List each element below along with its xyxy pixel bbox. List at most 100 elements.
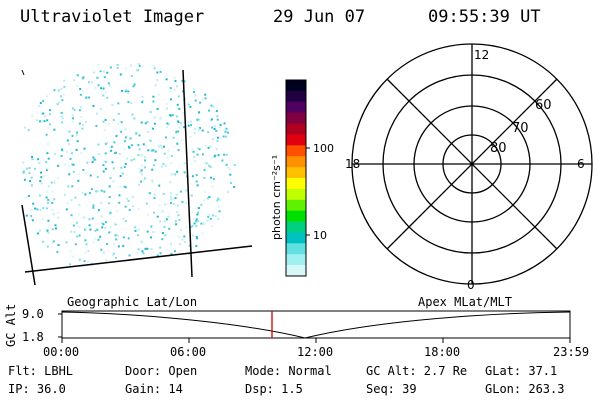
emission-pixel xyxy=(93,71,95,74)
emission-pixel xyxy=(117,245,120,248)
emission-pixel xyxy=(70,230,72,233)
emission-pixel xyxy=(46,201,49,204)
emission-pixel xyxy=(153,116,156,119)
emission-pixel xyxy=(215,129,218,132)
emission-pixel xyxy=(159,246,162,249)
emission-pixel xyxy=(109,231,112,233)
emission-pixel xyxy=(229,173,232,176)
ytick-label-top: 9.0 xyxy=(22,307,44,321)
emission-pixel xyxy=(73,79,76,82)
emission-pixel xyxy=(169,87,172,90)
emission-pixel xyxy=(96,76,99,79)
emission-pixel xyxy=(126,197,129,200)
emission-pixel xyxy=(112,252,115,255)
colorbar-swatch xyxy=(286,210,306,223)
emission-pixel xyxy=(161,210,164,213)
emission-pixel xyxy=(27,129,30,132)
emission-pixel xyxy=(117,102,120,105)
emission-pixel xyxy=(64,193,66,196)
emission-pixel xyxy=(102,170,105,173)
emission-pixel xyxy=(108,196,111,198)
emission-pixel xyxy=(106,141,109,144)
emission-pixel xyxy=(92,156,95,159)
emission-pixel xyxy=(140,169,143,172)
emission-pixel xyxy=(156,79,159,82)
emission-pixel xyxy=(103,160,106,163)
emission-pixel xyxy=(61,148,63,151)
emission-pixel xyxy=(38,229,41,232)
emission-pixel xyxy=(52,240,55,243)
emission-pixel xyxy=(178,126,181,129)
emission-pixel xyxy=(122,217,125,220)
emission-pixel xyxy=(57,244,60,246)
emission-pixel xyxy=(56,103,59,106)
emission-pixel xyxy=(107,82,110,85)
emission-pixel xyxy=(53,198,56,201)
emission-pixel xyxy=(137,248,140,251)
emission-pixel xyxy=(65,241,68,244)
emission-pixel xyxy=(51,202,54,204)
emission-pixel xyxy=(163,152,166,155)
emission-pixel xyxy=(153,193,156,196)
emission-pixel xyxy=(233,164,236,167)
emission-pixel xyxy=(28,167,31,169)
emission-pixel xyxy=(154,159,157,162)
emission-pixel xyxy=(114,234,117,237)
emission-pixel xyxy=(92,206,95,209)
emission-pixel xyxy=(191,225,194,228)
emission-pixel xyxy=(39,208,42,211)
emission-pixel xyxy=(196,118,199,121)
emission-pixel xyxy=(92,204,95,207)
emission-pixel xyxy=(94,229,97,232)
emission-pixel xyxy=(46,119,49,122)
colorbar-swatch xyxy=(286,156,306,168)
xtick-label-0600: 06:00 xyxy=(170,345,207,359)
auroral-image xyxy=(21,62,253,286)
emission-pixel xyxy=(197,118,200,121)
emission-pixel xyxy=(71,185,74,188)
emission-pixel xyxy=(97,63,100,66)
emission-pixel xyxy=(24,126,27,129)
emission-pixel xyxy=(156,107,159,110)
emission-pixel xyxy=(84,227,87,230)
altitude-timeline xyxy=(58,310,571,343)
emission-pixel xyxy=(54,224,57,227)
colorbar-swatch xyxy=(286,101,306,114)
emission-pixel xyxy=(75,148,78,151)
emission-pixel xyxy=(177,204,179,207)
emission-pixel xyxy=(174,197,177,200)
emission-pixel xyxy=(204,97,207,100)
emission-pixel xyxy=(97,238,100,241)
emission-pixel xyxy=(200,222,203,225)
emission-pixel xyxy=(141,250,144,253)
emission-pixel xyxy=(29,215,32,218)
emission-pixel xyxy=(170,202,172,205)
emission-pixel xyxy=(162,162,165,165)
emission-pixel xyxy=(37,158,40,161)
emission-pixel xyxy=(158,145,160,148)
emission-pixel xyxy=(94,86,97,89)
emission-pixel xyxy=(166,126,169,128)
emission-pixel xyxy=(57,101,60,104)
emission-pixel xyxy=(111,104,114,106)
emission-pixel xyxy=(125,67,127,70)
longitude-line-right xyxy=(182,69,193,278)
polar-labels: 12 18 6 0 60 70 80 xyxy=(345,48,585,292)
emission-pixel xyxy=(142,252,145,255)
emission-pixel xyxy=(137,183,140,186)
emission-pixel xyxy=(176,85,178,88)
emission-pixel xyxy=(106,96,109,99)
emission-pixel xyxy=(189,120,192,123)
emission-pixel xyxy=(65,208,68,211)
emission-pixel xyxy=(88,81,91,84)
emission-pixel xyxy=(201,98,204,101)
emission-pixel xyxy=(153,64,156,67)
emission-pixel xyxy=(132,85,135,88)
emission-pixel xyxy=(151,181,154,184)
auroral-emission-pixels xyxy=(22,62,236,268)
emission-pixel xyxy=(32,202,35,205)
emission-pixel xyxy=(131,195,134,198)
emission-pixel xyxy=(228,168,231,171)
emission-pixel xyxy=(210,176,213,179)
